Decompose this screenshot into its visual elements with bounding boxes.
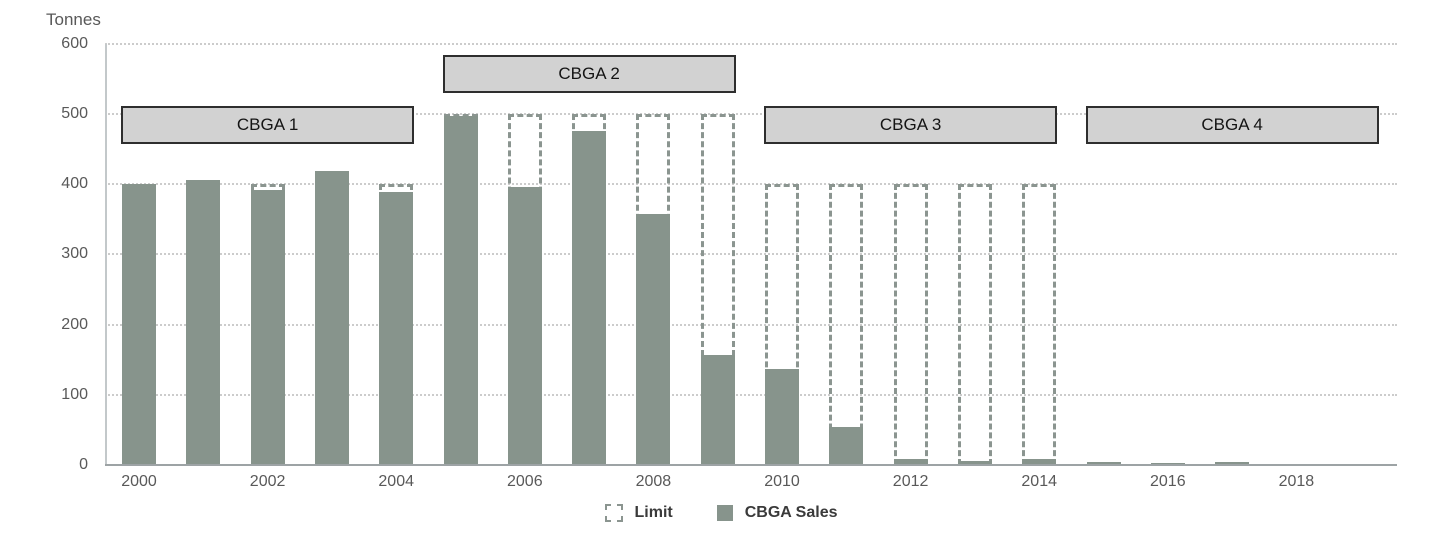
- y-axis-title: Tonnes: [46, 10, 101, 29]
- legend-label-limit: Limit: [634, 504, 673, 521]
- x-tick-2010: 2010: [764, 473, 800, 490]
- sales-bar-2004: [379, 192, 414, 465]
- x-tick-2012: 2012: [892, 473, 929, 490]
- limit-bar-2009: [700, 113, 735, 465]
- y-tick-600: 600: [61, 34, 88, 52]
- cbga-box-1: CBGA 1: [121, 106, 415, 144]
- gridline-200: [105, 323, 1397, 326]
- sales-bar-2016: [1150, 462, 1185, 465]
- limit-bar-2014: [1022, 184, 1057, 465]
- limit-bar-2013: [957, 184, 992, 465]
- gridline-500: [105, 112, 1397, 115]
- sales-bar-2014: [1022, 459, 1057, 465]
- y-tick-100: 100: [61, 385, 88, 403]
- legend-item-cbga-sales: CBGA Sales: [716, 504, 838, 522]
- limit-bar-2011: [829, 184, 864, 465]
- limit-bar-2010: [765, 184, 799, 465]
- sales-bar-2011: [829, 427, 864, 465]
- sales-bar-2000: [122, 184, 156, 465]
- y-tick-500: 500: [61, 104, 88, 122]
- legend: Limit CBGA Sales: [0, 504, 1442, 522]
- gridline-300: [105, 253, 1397, 256]
- cbga-box-2: CBGA 2: [442, 55, 736, 93]
- sales-bar-2008: [636, 214, 671, 465]
- x-tick-2018: 2018: [1278, 473, 1315, 490]
- y-tick-0: 0: [79, 456, 88, 473]
- sales-bar-2007: [572, 131, 607, 465]
- legend-label-cbga-sales: CBGA Sales: [744, 504, 838, 521]
- x-tick-2004: 2004: [378, 473, 414, 490]
- sales-bar-2002: [250, 190, 285, 465]
- sales-bar-2012: [893, 459, 928, 465]
- x-axis-line: [105, 464, 1397, 466]
- y-tick-300: 300: [61, 245, 88, 263]
- sales-bar-2005: [443, 115, 478, 465]
- x-tick-2006: 2006: [507, 473, 543, 490]
- sales-bar-2013: [957, 461, 992, 465]
- x-tick-2000: 2000: [121, 473, 157, 490]
- gridline-400: [105, 183, 1397, 185]
- limit-bar-2012: [893, 184, 928, 465]
- limit-dashed-swatch-icon: [604, 504, 623, 522]
- sales-bar-2010: [765, 369, 799, 465]
- sales-bar-2003: [314, 171, 349, 465]
- sales-bar-2001: [186, 180, 221, 465]
- x-tick-2002: 2002: [249, 473, 286, 490]
- sales-bar-2006: [507, 186, 542, 465]
- y-axis-line: [105, 43, 107, 465]
- cbga-box-4: CBGA 4: [1085, 106, 1379, 144]
- sales-bar-2015: [1086, 462, 1121, 465]
- cbga-box-3: CBGA 3: [764, 106, 1058, 144]
- x-tick-2008: 2008: [635, 473, 672, 490]
- gridline-100: [105, 393, 1397, 396]
- cbga-sales-solid-swatch-icon: [716, 505, 733, 521]
- x-tick-2014: 2014: [1021, 473, 1057, 490]
- y-tick-400: 400: [61, 175, 88, 192]
- gridline-600: [105, 42, 1397, 45]
- sales-bar-2009: [700, 354, 735, 465]
- x-tick-2016: 2016: [1150, 473, 1186, 490]
- y-tick-200: 200: [61, 315, 88, 333]
- sales-bar-2017: [1215, 462, 1250, 465]
- legend-item-limit: Limit: [604, 504, 673, 522]
